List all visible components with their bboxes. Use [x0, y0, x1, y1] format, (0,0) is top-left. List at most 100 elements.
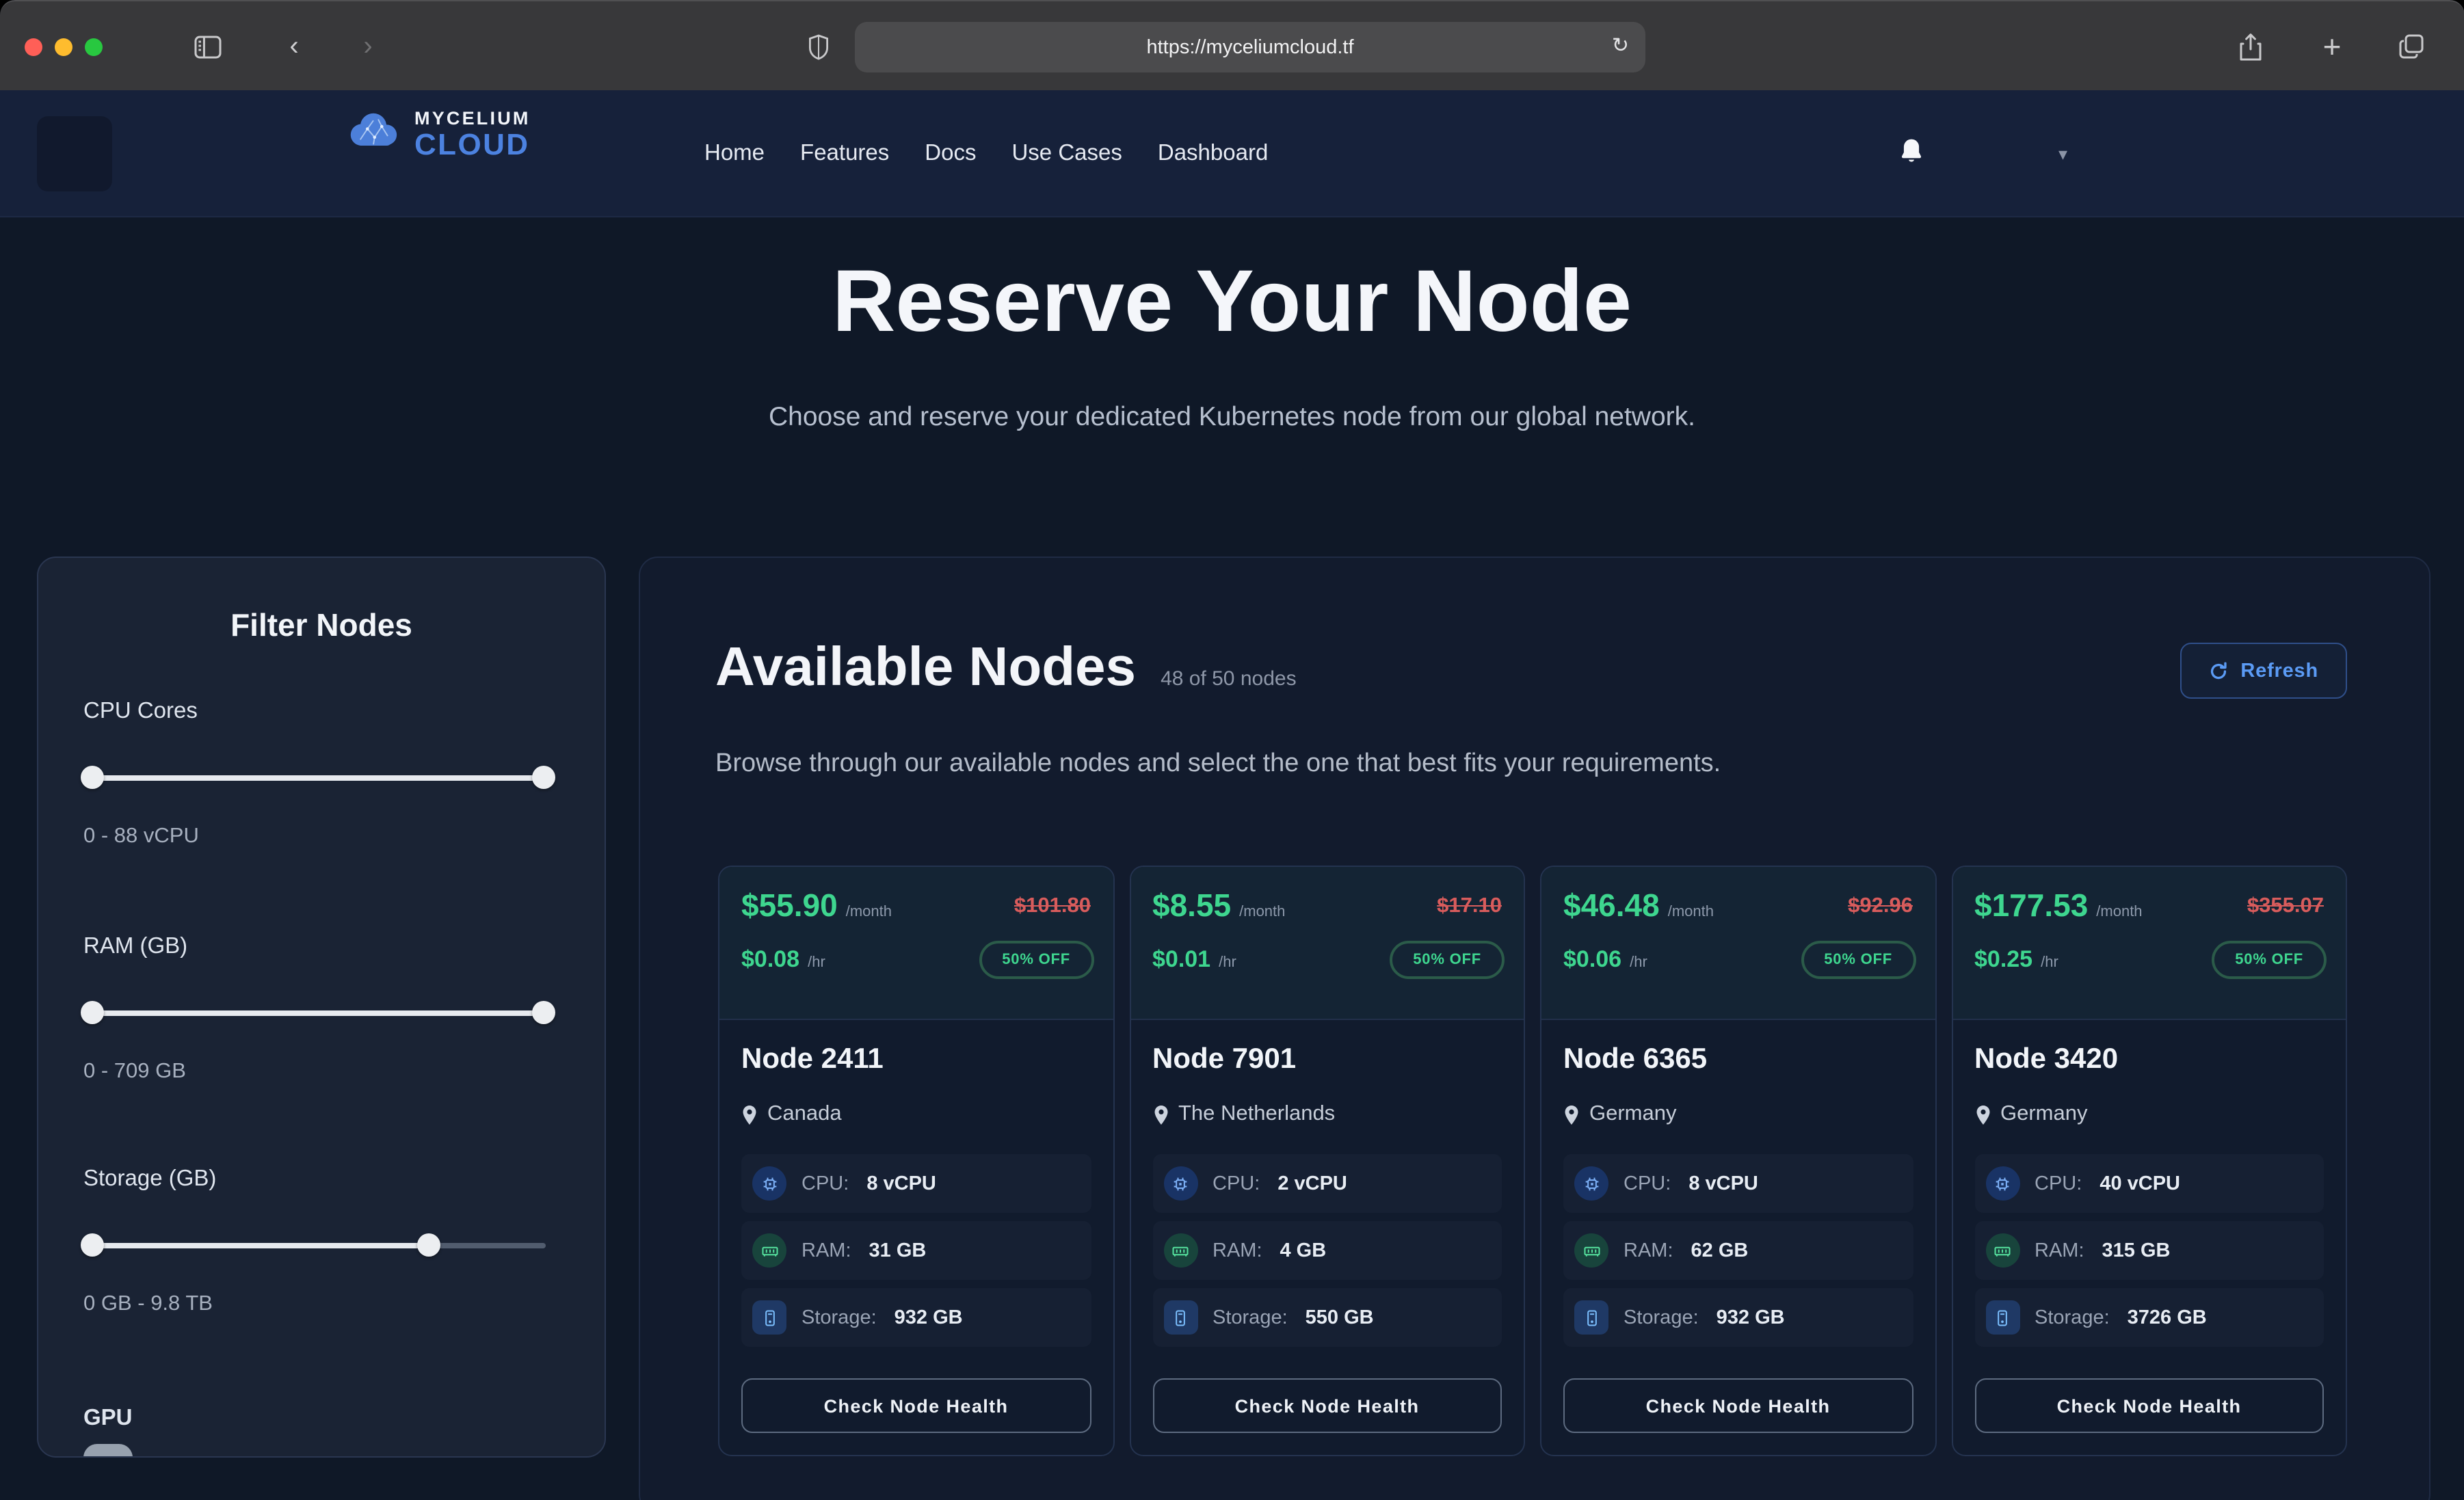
check-node-health-button[interactable]: Check Node Health	[741, 1378, 1091, 1433]
nav-placeholder-tile	[37, 116, 112, 191]
node-card-grid: $55.90 /month $101.80 $0.08 /hr 50% OFF …	[718, 866, 2347, 1456]
new-tab-icon[interactable]: +	[2322, 28, 2342, 64]
bell-icon	[1898, 136, 1924, 172]
storage-label: Storage:	[2035, 1307, 2110, 1328]
filter-label: RAM (GB)	[83, 934, 188, 959]
nav-link[interactable]: Dashboard	[1157, 141, 1269, 165]
cpu-icon	[1574, 1166, 1608, 1201]
node-count-badge: 48 of 50 nodes	[1161, 667, 1297, 691]
tabs-overview-icon[interactable]	[2391, 1, 2432, 92]
slider-handle-max[interactable]	[532, 1001, 555, 1024]
per-hour-label: /hr	[808, 954, 825, 971]
node-name: Node 2411	[741, 1043, 884, 1075]
cpu-value: 40 vCPU	[2099, 1173, 2180, 1194]
ram-icon	[1574, 1233, 1608, 1268]
ram-label: RAM:	[2035, 1240, 2084, 1261]
nav-link[interactable]: Use Cases	[1011, 141, 1122, 165]
storage-value: 550 GB	[1305, 1307, 1374, 1328]
slider-handle-min[interactable]	[81, 1233, 104, 1257]
nav-links: Home Features Docs Use Cases Dashboard	[704, 90, 1268, 217]
check-node-health-button[interactable]: Check Node Health	[1152, 1378, 1502, 1433]
cpu-label: CPU:	[1213, 1173, 1260, 1194]
ram-label: RAM:	[1213, 1240, 1262, 1261]
node-card[interactable]: $55.90 /month $101.80 $0.08 /hr 50% OFF …	[718, 866, 1114, 1456]
window-minimize-button[interactable]	[55, 38, 72, 55]
site-navbar: MYCELIUM CLOUD Home Features Docs Use Ca…	[0, 90, 2464, 217]
check-node-health-button[interactable]: Check Node Health	[1974, 1378, 2324, 1433]
nav-link[interactable]: Features	[800, 141, 890, 165]
cpu-value: 8 vCPU	[866, 1173, 936, 1194]
window-zoom-button[interactable]	[85, 38, 103, 55]
ram-icon	[1985, 1233, 2019, 1268]
filter-label: CPU Cores	[83, 699, 198, 723]
gpu-toggle[interactable]	[83, 1444, 133, 1456]
share-icon[interactable]	[2229, 1, 2270, 92]
hourly-price: $0.06	[1563, 946, 1622, 972]
node-location: Canada	[767, 1102, 842, 1125]
per-hour-label: /hr	[1630, 954, 1647, 971]
nav-link[interactable]: Docs	[925, 141, 977, 165]
node-location: The Netherlands	[1178, 1102, 1336, 1125]
card-pricing-header: $177.53 /month $355.07 $0.25 /hr 50% OFF	[1952, 867, 2346, 1020]
original-price: $17.10	[1437, 894, 1502, 918]
back-icon[interactable]: ‹	[289, 31, 299, 61]
section-title: Available Nodes	[715, 637, 1137, 697]
node-location: Germany	[2000, 1102, 2088, 1125]
forward-icon[interactable]: ›	[363, 31, 373, 61]
brand-name-top: MYCELIUM	[414, 108, 531, 129]
cpu-label: CPU:	[802, 1173, 849, 1194]
filter-range-text: 0 - 88 vCPU	[83, 825, 199, 848]
section-description: Browse through our available nodes and s…	[715, 749, 1721, 778]
slider-handle-max[interactable]	[532, 766, 555, 789]
storage-spec-row: Storage: 932 GB	[1563, 1288, 1913, 1347]
range-slider[interactable]	[81, 1233, 546, 1257]
url-text: https://myceliumcloud.tf	[1146, 36, 1354, 58]
card-pricing-header: $55.90 /month $101.80 $0.08 /hr 50% OFF	[719, 867, 1113, 1020]
cpu-spec-row: CPU: 8 vCPU	[1563, 1154, 1913, 1213]
node-name: Node 6365	[1563, 1043, 1708, 1075]
address-bar[interactable]: https://myceliumcloud.tf ↻	[855, 22, 1645, 72]
cpu-icon	[752, 1166, 786, 1201]
cpu-spec-row: CPU: 8 vCPU	[741, 1154, 1091, 1213]
storage-value: 932 GB	[1716, 1307, 1785, 1328]
filter-range-text: 0 GB - 9.8 TB	[83, 1292, 213, 1315]
original-price: $101.80	[1014, 894, 1091, 918]
discount-badge: 50% OFF	[979, 941, 1094, 979]
check-node-health-button[interactable]: Check Node Health	[1563, 1378, 1913, 1433]
hourly-price: $0.25	[1974, 946, 2033, 972]
node-name: Node 7901	[1152, 1043, 1297, 1075]
monthly-price: $177.53	[1974, 887, 2089, 923]
range-slider[interactable]	[81, 1001, 555, 1024]
sidebar-toggle-icon[interactable]	[189, 1, 227, 92]
reload-icon[interactable]: ↻	[1611, 34, 1629, 57]
slider-fill	[83, 775, 546, 780]
slider-handle-min[interactable]	[81, 1001, 104, 1024]
storage-label: Storage:	[1213, 1307, 1288, 1328]
window-close-button[interactable]	[25, 38, 42, 55]
storage-label: Storage:	[802, 1307, 877, 1328]
range-slider[interactable]	[81, 766, 555, 789]
brand-logo[interactable]: MYCELIUM CLOUD	[345, 109, 531, 160]
refresh-icon	[2209, 661, 2228, 680]
storage-value: 3726 GB	[2127, 1307, 2207, 1328]
notifications-button[interactable]	[1898, 90, 1924, 217]
gpu-filter-label: GPU	[83, 1406, 133, 1430]
cpu-label: CPU:	[2035, 1173, 2082, 1194]
cpu-spec-row: CPU: 40 vCPU	[1974, 1154, 2324, 1213]
slider-handle-min[interactable]	[81, 766, 104, 789]
filter-label: Storage (GB)	[83, 1166, 217, 1191]
nav-link[interactable]: Home	[704, 141, 765, 165]
filter-panel-title: Filter Nodes	[230, 607, 412, 643]
node-card[interactable]: $8.55 /month $17.10 $0.01 /hr 50% OFF No…	[1129, 866, 1525, 1456]
node-location: Germany	[1589, 1102, 1677, 1125]
shield-icon[interactable]	[800, 1, 836, 92]
account-menu-button[interactable]: ▾	[2058, 90, 2067, 217]
ram-spec-row: RAM: 31 GB	[741, 1221, 1091, 1280]
slider-handle-max[interactable]	[416, 1233, 440, 1257]
refresh-button[interactable]: Refresh	[2180, 643, 2347, 699]
monthly-price: $55.90	[741, 887, 838, 923]
brand-name-bottom: CLOUD	[414, 126, 530, 161]
node-card[interactable]: $46.48 /month $92.96 $0.06 /hr 50% OFF N…	[1540, 866, 1936, 1456]
node-card[interactable]: $177.53 /month $355.07 $0.25 /hr 50% OFF…	[1951, 866, 2347, 1456]
storage-icon	[1574, 1300, 1608, 1335]
